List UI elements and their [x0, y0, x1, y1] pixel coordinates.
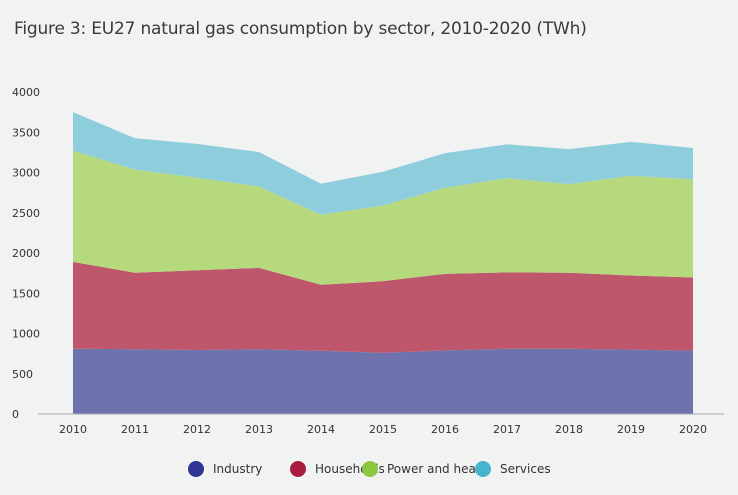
chart-areas — [73, 112, 693, 414]
chart-title: Figure 3: EU27 natural gas consumption b… — [14, 19, 587, 39]
legend-swatch-households — [290, 461, 306, 477]
area-power-and-heat — [73, 150, 693, 285]
legend-label-industry: Industry — [213, 462, 262, 476]
y-tick-label: 3000 — [12, 167, 40, 180]
area-industry — [73, 348, 693, 414]
y-tick-label: 0 — [12, 408, 19, 421]
y-tick-label: 2500 — [12, 207, 40, 220]
x-tick-label: 2013 — [245, 423, 273, 436]
x-tick-label: 2016 — [431, 423, 459, 436]
y-tick-label: 4000 — [12, 86, 40, 99]
legend: Industry Households Power and heat Services — [188, 461, 551, 477]
x-tick-label: 2010 — [59, 423, 87, 436]
y-tick-label: 1000 — [12, 328, 40, 341]
x-tick-label: 2019 — [617, 423, 645, 436]
x-tick-label: 2015 — [369, 423, 397, 436]
y-tick-label: 2000 — [12, 247, 40, 260]
x-tick-label: 2018 — [555, 423, 583, 436]
x-tick-label: 2020 — [679, 423, 707, 436]
y-tick-label: 3500 — [12, 126, 40, 139]
legend-label-power-and-heat: Power and heat — [387, 462, 481, 476]
y-axis: 0 500 1000 1500 2000 2500 3000 3500 4000 — [12, 86, 40, 421]
x-tick-label: 2011 — [121, 423, 149, 436]
x-tick-label: 2017 — [493, 423, 521, 436]
area-households — [73, 261, 693, 353]
x-tick-label: 2012 — [183, 423, 211, 436]
y-tick-label: 500 — [12, 368, 33, 381]
x-tick-label: 2014 — [307, 423, 335, 436]
legend-swatch-services — [475, 461, 491, 477]
area-services — [73, 112, 693, 215]
x-axis: 2010 2011 2012 2013 2014 2015 2016 2017 2018 2019… — [59, 423, 707, 436]
legend-swatch-industry — [188, 461, 204, 477]
legend-label-services: Services — [500, 462, 551, 476]
y-tick-label: 1500 — [12, 287, 40, 300]
legend-swatch-power-and-heat — [362, 461, 378, 477]
